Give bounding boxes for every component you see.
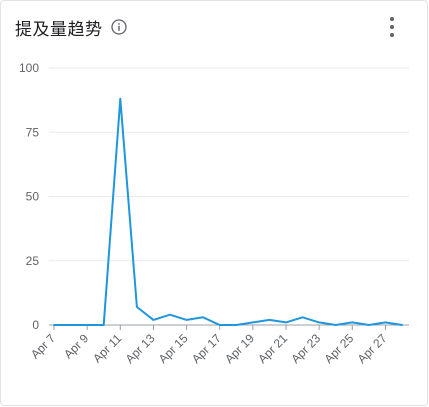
x-tick-label: Apr 11 <box>90 331 125 366</box>
x-tick-label: Apr 7 <box>28 331 58 361</box>
x-tick-label: Apr 25 <box>322 331 357 366</box>
info-icon[interactable] <box>110 19 127 35</box>
x-tick-label: Apr 19 <box>222 331 257 366</box>
y-tick-label: 100 <box>19 61 39 75</box>
x-tick-label: Apr 21 <box>255 331 290 366</box>
y-tick-label: 75 <box>26 125 40 139</box>
y-tick-label: 50 <box>26 190 40 204</box>
x-tick-label: Apr 13 <box>123 331 158 366</box>
x-tick-label: Apr 17 <box>189 331 224 366</box>
x-tick-label: Apr 27 <box>355 331 390 366</box>
series-line-0 <box>53 97 403 326</box>
y-tick-label: 0 <box>32 318 39 332</box>
x-tick-label: Apr 9 <box>61 331 91 361</box>
y-axis-ticks: 0 25 50 75 100 <box>19 61 39 332</box>
card-header: 提及量趋势 <box>15 15 127 40</box>
grid-lines <box>49 67 409 326</box>
more-vert-icon[interactable] <box>387 14 397 40</box>
card-title: 提及量趋势 <box>15 19 103 40</box>
series-layer <box>53 97 403 326</box>
y-tick-label: 25 <box>26 254 40 268</box>
x-tick-label: Apr 15 <box>156 331 191 366</box>
x-tick-label: Apr 23 <box>288 331 323 366</box>
